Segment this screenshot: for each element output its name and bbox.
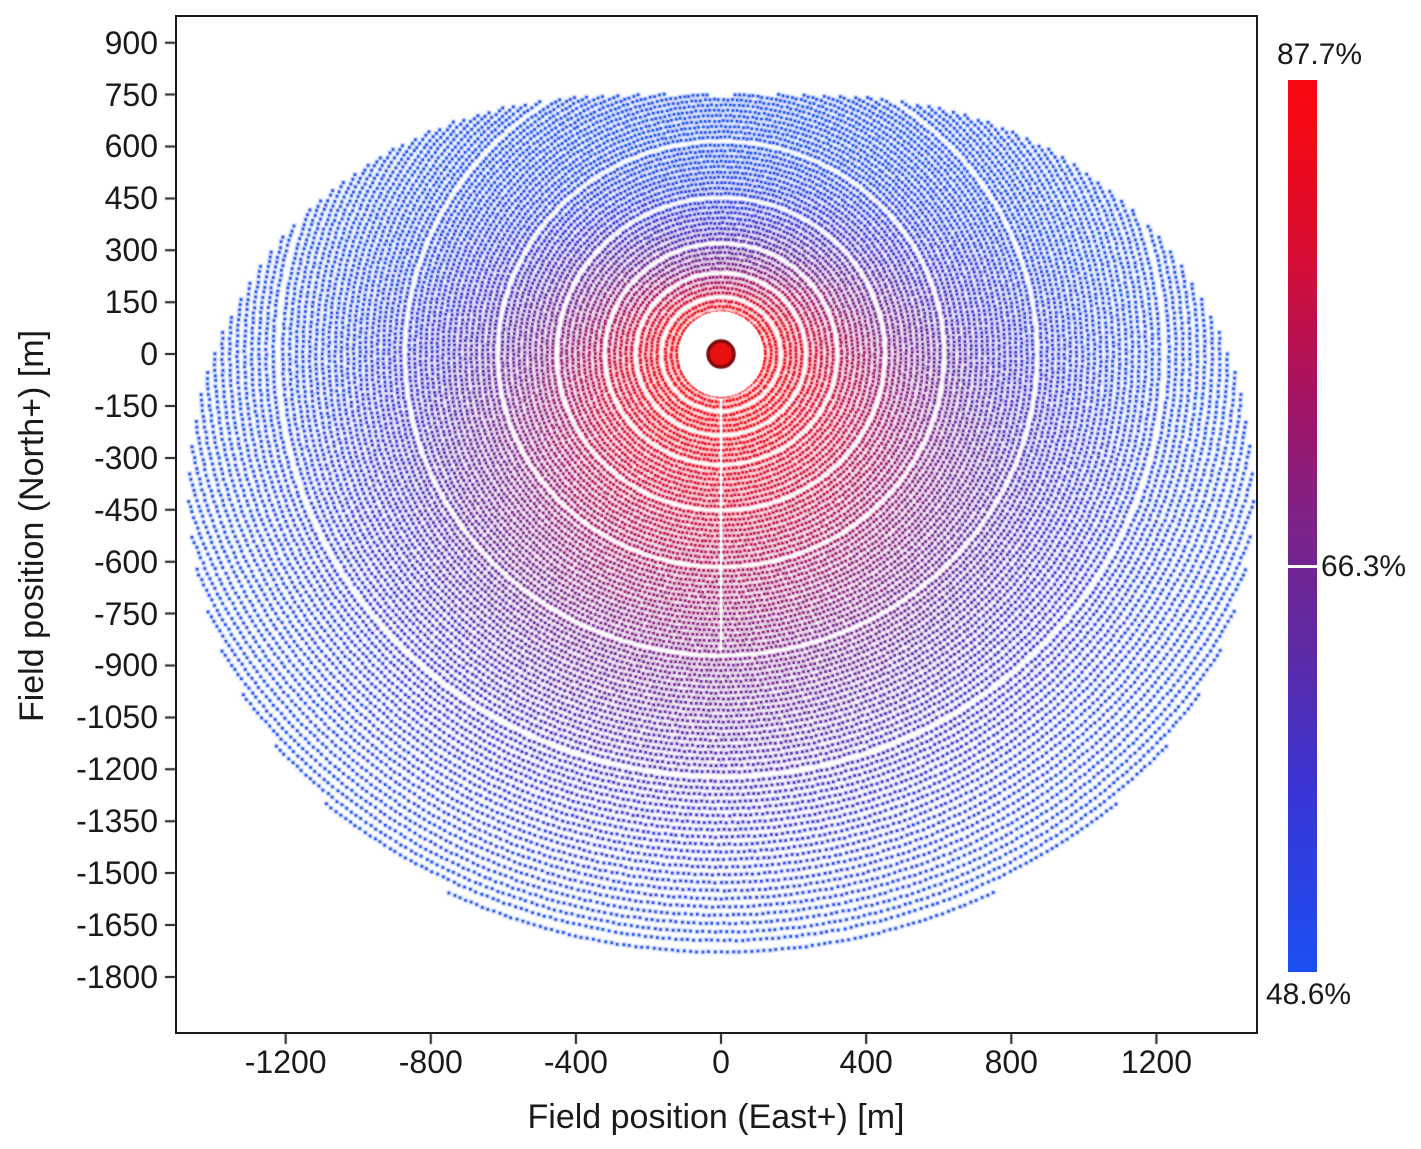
x-tick-label: -1200	[244, 1044, 327, 1080]
y-tick-label: -1650	[76, 907, 158, 943]
y-tick-label: -1350	[76, 803, 158, 840]
x-tick-label: -800	[398, 1044, 463, 1080]
x-tick-label: 1200	[1120, 1044, 1192, 1080]
y-axis-title: Field position (North+) [m]	[13, 329, 51, 723]
y-tick-label: -300	[93, 439, 158, 476]
x-axis-title: Field position (East+) [m]	[527, 1098, 905, 1136]
y-tick-label: 300	[104, 232, 158, 269]
y-tick-label: -1050	[76, 699, 158, 736]
y-tick-label: -1200	[76, 751, 158, 788]
y-tick-label: 750	[104, 76, 158, 113]
y-tick-label: 0	[140, 336, 158, 373]
y-tick-label: -600	[93, 543, 158, 580]
x-tick-label: 0	[712, 1044, 730, 1080]
y-tick-label: -900	[93, 647, 158, 684]
colorbar-gradient	[1288, 80, 1317, 972]
y-tick-label: -450	[93, 491, 158, 528]
x-tick-label: -400	[543, 1044, 608, 1080]
y-tick-label: -1500	[76, 855, 158, 892]
y-tick-label: -150	[93, 387, 158, 424]
colorbar-max-label: 87.7%	[1277, 38, 1363, 71]
x-tick-label: 400	[839, 1044, 893, 1080]
y-tick-label: 450	[104, 180, 158, 217]
y-tick-label: 150	[104, 284, 158, 321]
x-tick-label: 800	[984, 1044, 1038, 1080]
colorbar-mid-tick	[1283, 565, 1317, 568]
y-tick-label: 900	[104, 24, 158, 61]
y-tick-label: -750	[93, 595, 158, 632]
y-tick-label: -1800	[76, 958, 158, 995]
y-tick-label: 600	[104, 128, 158, 165]
colorbar-mid-label: 66.3%	[1321, 550, 1407, 583]
colorbar-min-label: 48.6%	[1266, 978, 1352, 1011]
